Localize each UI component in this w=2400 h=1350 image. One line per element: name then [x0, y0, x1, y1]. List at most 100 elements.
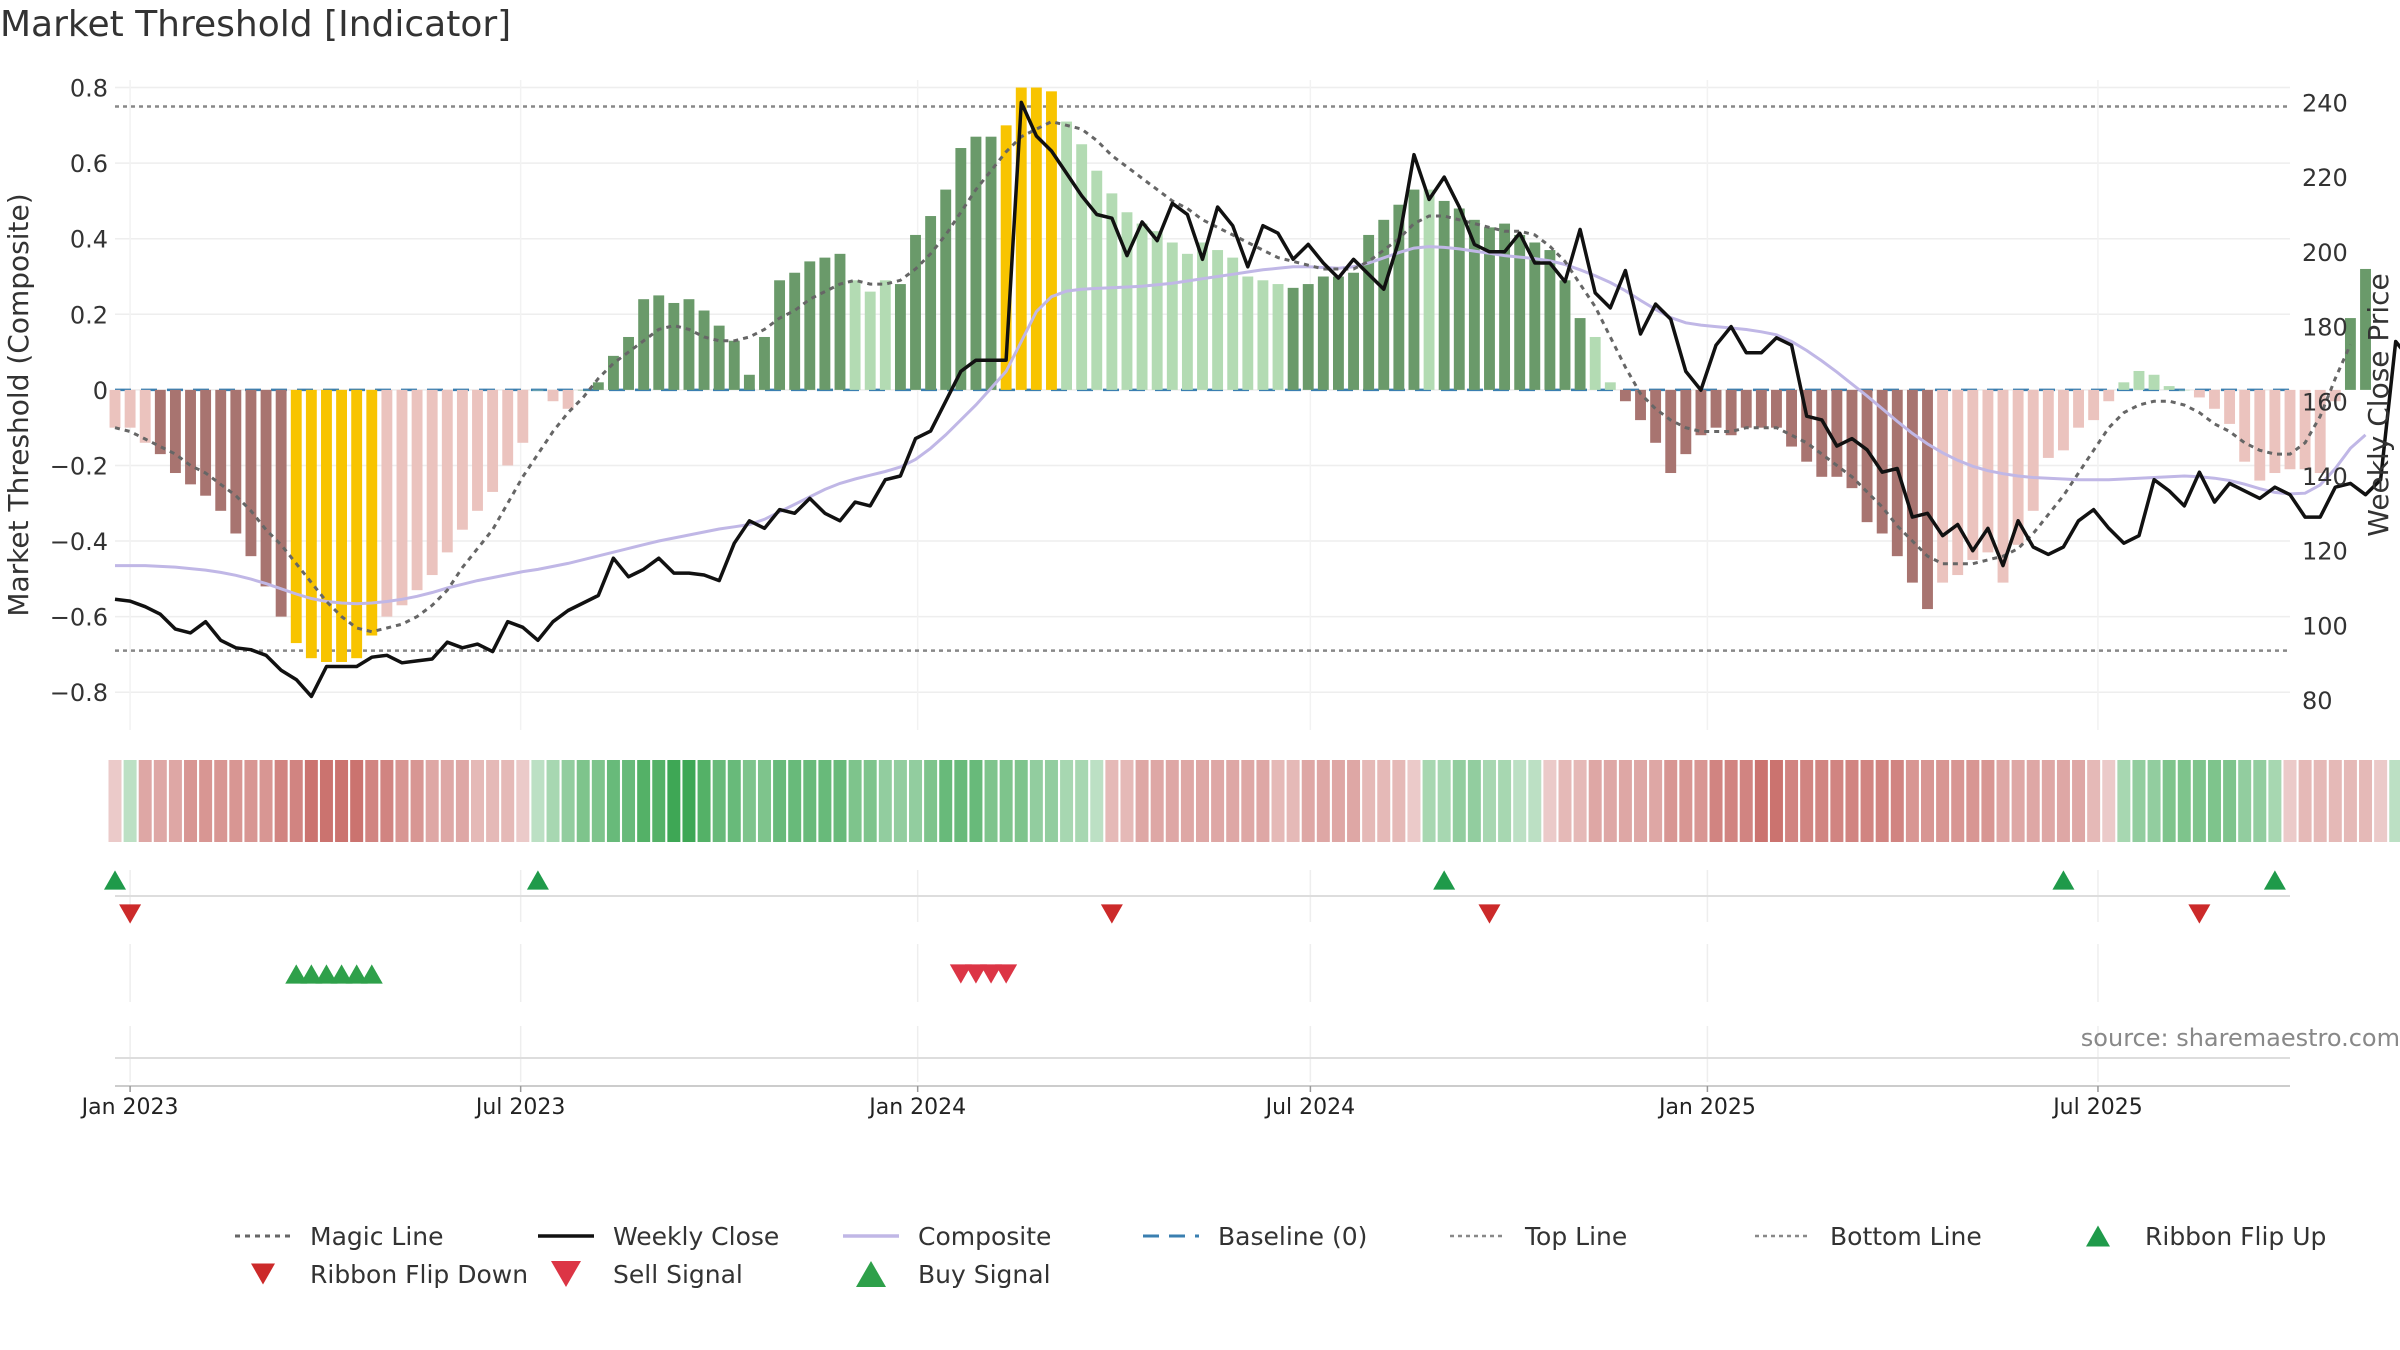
composite-bar	[1499, 223, 1511, 390]
legend-swatch-marker	[551, 1260, 581, 1288]
ribbon-cell	[1075, 760, 1089, 842]
ribbon-cell	[1845, 760, 1859, 842]
ribbon-cell	[2056, 760, 2070, 842]
ribbon-cell	[1936, 760, 1950, 842]
composite-bar	[683, 299, 695, 390]
composite-bar	[1378, 219, 1390, 390]
composite-bar	[1438, 200, 1450, 390]
y-right-axis-title: Weekly Close Price	[2362, 273, 2395, 536]
legend: Magic Line Weekly Close Composite Baseline …	[235, 1222, 2326, 1289]
x-tick-label: Jul 2024	[1264, 1095, 1356, 1120]
buy-signal-marker	[285, 964, 308, 984]
y-tick-label: −0.8	[50, 679, 108, 707]
ribbon-cell	[365, 760, 379, 842]
ribbon-cell	[1331, 760, 1345, 842]
composite-bar	[2073, 389, 2084, 428]
ribbon-cell	[335, 760, 349, 842]
ribbon-cell	[1921, 760, 1934, 842]
y-tick-label: −0.4	[50, 528, 108, 556]
composite-bar	[139, 389, 151, 443]
ribbon-cell	[1739, 760, 1753, 842]
ribbon-cell	[863, 760, 877, 842]
y-right-tick-label: 180	[2302, 314, 2348, 342]
ribbon-cell	[1316, 760, 1330, 842]
composite-bar	[1106, 193, 1118, 390]
composite-bar	[2012, 389, 2024, 545]
composite-bar	[441, 389, 453, 553]
composite-bar	[1317, 276, 1329, 390]
ribbon-cell	[1754, 760, 1768, 842]
legend-item: Bottom Line	[1755, 1222, 1982, 1251]
composite-bar	[321, 389, 332, 662]
composite-bar	[517, 389, 529, 443]
legend-label: Sell Signal	[613, 1260, 743, 1289]
composite-bar	[1952, 389, 1964, 576]
ribbon-flip-down-marker	[119, 904, 142, 924]
composite-bar	[1453, 208, 1465, 390]
ribbon-cell	[153, 760, 167, 842]
ribbon-cell	[984, 760, 998, 842]
legend-label: Bottom Line	[1830, 1222, 1982, 1251]
composite-bar	[1861, 389, 1873, 523]
composite-bar	[2088, 389, 2100, 421]
composite-bar	[2224, 389, 2236, 424]
composite-bar	[2360, 268, 2371, 390]
ribbon-cell	[1890, 760, 1904, 842]
ribbon-cell	[1498, 760, 1512, 842]
ribbon-cell	[637, 760, 651, 842]
legend-label: Composite	[918, 1222, 1051, 1251]
composite-bar	[789, 272, 801, 390]
ribbon-cell	[803, 760, 817, 842]
composite-bar	[1272, 284, 1284, 390]
composite-bar	[1348, 272, 1359, 390]
ribbon-cell	[123, 760, 137, 842]
ribbon-cell	[848, 760, 862, 842]
ribbon-cell	[1392, 760, 1406, 842]
composite-bar	[1665, 389, 1677, 474]
composite-bar	[260, 389, 272, 587]
y-tick-label: 0.6	[70, 150, 108, 178]
ribbon-cell	[1905, 760, 1919, 842]
ribbon-cell	[1135, 760, 1149, 842]
x-tick-label: Jan 2023	[80, 1095, 179, 1120]
composite-bar	[1725, 389, 1737, 436]
sell-signal-marker	[995, 964, 1018, 984]
ribbon-cell	[1815, 760, 1829, 842]
composite-bar	[864, 291, 876, 390]
composite-bars	[109, 87, 2371, 662]
ribbon-cell	[2132, 760, 2146, 842]
threshold-lines	[115, 105, 2290, 652]
composite-bar	[713, 325, 725, 390]
composite-bar	[2299, 389, 2311, 470]
ribbon-flip-up-marker	[526, 870, 549, 890]
composite-line	[115, 245, 2367, 606]
ribbon-cell	[199, 760, 213, 842]
ribbon-cell	[1558, 760, 1572, 842]
ribbon-cell	[1588, 760, 1602, 842]
composite-bar	[653, 295, 665, 390]
ribbon-cell	[1060, 760, 1074, 842]
legend-item: Ribbon Flip Up	[2086, 1222, 2326, 1251]
buy-signal-marker	[345, 964, 368, 984]
ribbon-cell	[546, 760, 560, 842]
composite-bar	[592, 382, 604, 390]
ribbon-cell	[516, 760, 530, 842]
composite-bar	[834, 253, 846, 390]
ribbon-cell	[2283, 760, 2297, 842]
composite-bar	[1408, 189, 1420, 390]
ribbon-cell	[486, 760, 500, 842]
composite-bar	[1484, 227, 1495, 390]
composite-bar	[1831, 389, 1843, 477]
ribbon-cell	[1467, 760, 1481, 842]
ribbon-cell	[1452, 760, 1466, 842]
ribbon-cell	[501, 760, 515, 842]
legend-label: Weekly Close	[613, 1222, 779, 1251]
ribbon-cell	[1256, 760, 1270, 842]
composite-bar	[1695, 389, 1707, 436]
composite-bar	[1937, 389, 1949, 583]
composite-bar	[2058, 389, 2069, 451]
ribbon-cell	[1513, 760, 1527, 842]
composite-bar	[1650, 389, 1662, 443]
y-tick-label: 0.8	[70, 75, 108, 103]
ribbon-cell	[2102, 760, 2116, 842]
